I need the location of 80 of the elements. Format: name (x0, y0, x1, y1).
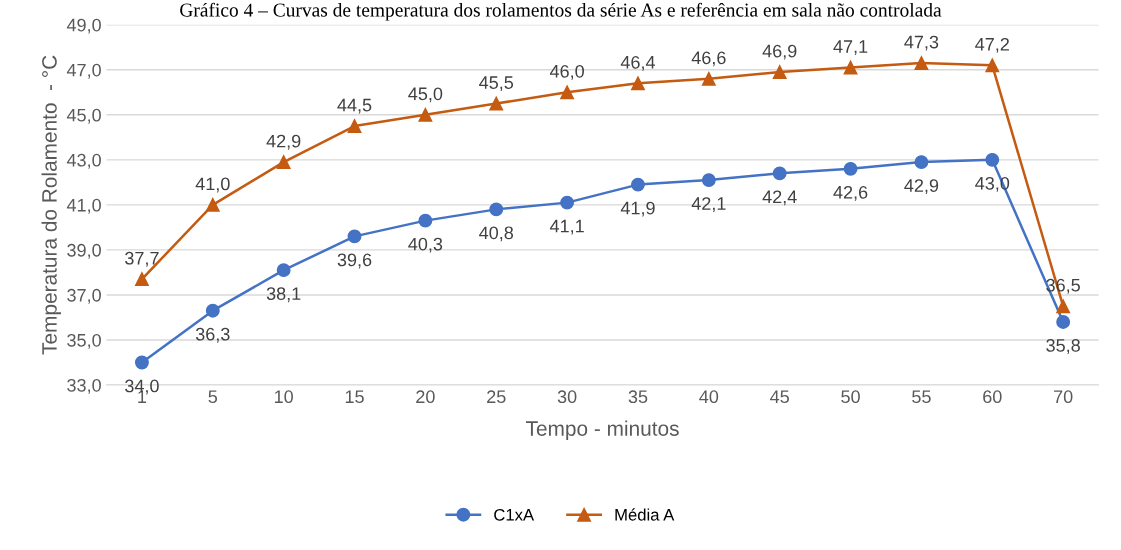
point (489, 96, 504, 111)
point (772, 166, 787, 181)
data-label: 40,8 (479, 226, 514, 242)
point (985, 152, 1000, 167)
data-label: 42,4 (762, 190, 797, 206)
point (985, 58, 1000, 73)
y-tick-label: 35,0 (67, 333, 101, 349)
point (914, 155, 929, 170)
data-label: 39,6 (337, 253, 372, 269)
data-label: 38,1 (266, 287, 301, 303)
data-label: 46,9 (762, 44, 797, 60)
point (631, 177, 645, 192)
y-tick-label: 33,0 (67, 378, 101, 394)
x-tick-label: 45 (770, 390, 789, 404)
data-label: 45,5 (479, 76, 514, 92)
point (560, 195, 575, 210)
point (701, 173, 716, 188)
y-tick-label: 49,0 (66, 18, 101, 34)
x-tick-label: 5 (208, 390, 218, 404)
y-tick-label: 47,0 (66, 63, 101, 79)
data-label: 42,1 (691, 197, 726, 213)
data-label: 37,7 (125, 251, 159, 267)
data-label: 40,3 (408, 237, 443, 253)
x-tick-label: 25 (487, 390, 506, 404)
legend-label: Média A (615, 508, 675, 521)
data-label: 46,0 (549, 64, 584, 80)
x-tick-label: 30 (557, 390, 577, 404)
data-label: 41,1 (549, 219, 584, 235)
data-label: 35,8 (1046, 339, 1080, 354)
point (276, 263, 291, 278)
point (347, 119, 362, 134)
point (489, 202, 504, 217)
point (205, 303, 220, 318)
point (347, 229, 362, 244)
point (1056, 299, 1071, 314)
x-tick-label: 60 (983, 390, 1002, 404)
point (418, 107, 433, 122)
x-tick-label: 55 (912, 390, 931, 404)
point (134, 355, 149, 370)
data-label: 41,9 (620, 201, 655, 217)
x-tick-label: 15 (345, 390, 364, 404)
x-tick-label: 70 (1054, 390, 1073, 404)
point (418, 213, 433, 228)
data-label: 47,3 (904, 35, 939, 51)
point (560, 85, 575, 100)
data-label: 41,0 (195, 177, 230, 193)
point (843, 161, 858, 176)
y-tick-label: 43,0 (66, 153, 101, 169)
legend-label: C1xA (494, 508, 535, 521)
data-label: 42,6 (833, 185, 868, 201)
data-label: 44,5 (337, 98, 372, 114)
data-label: 47,2 (975, 37, 1009, 53)
x-tick-label: 20 (416, 390, 435, 404)
x-axis-title: Tempo - minutos (526, 420, 679, 440)
data-label: 42,9 (904, 179, 939, 195)
x-tick-label: 10 (274, 390, 293, 404)
x-tick-label: 50 (841, 390, 860, 404)
point (276, 155, 291, 170)
point (205, 197, 220, 212)
data-label: 45,0 (408, 87, 443, 103)
point (1056, 315, 1071, 329)
y-tick-label: 37,0 (67, 288, 101, 304)
point (631, 76, 645, 91)
point (843, 60, 858, 75)
y-tick-label: 39,0 (67, 243, 101, 259)
y-axis-title: Temperatura do Rolamento - °C (41, 55, 61, 355)
y-tick-label: 41,0 (66, 198, 101, 214)
data-label: 46,4 (620, 55, 656, 71)
y-tick-label: 45,0 (66, 108, 101, 124)
data-label: 47,1 (833, 40, 868, 56)
chart-title: Gráfico 4 – Curvas de temperatura dos rolamentos da série As e referência em sala não controlada (180, 2, 942, 21)
point (914, 56, 929, 70)
point (134, 272, 149, 287)
x-tick-label: 40 (699, 390, 719, 404)
x-tick-label: 35 (628, 390, 648, 404)
data-label: 36,3 (195, 327, 230, 343)
data-label: 42,9 (266, 134, 301, 150)
point (701, 71, 716, 86)
data-label: 46,6 (691, 51, 726, 67)
point (772, 65, 787, 79)
